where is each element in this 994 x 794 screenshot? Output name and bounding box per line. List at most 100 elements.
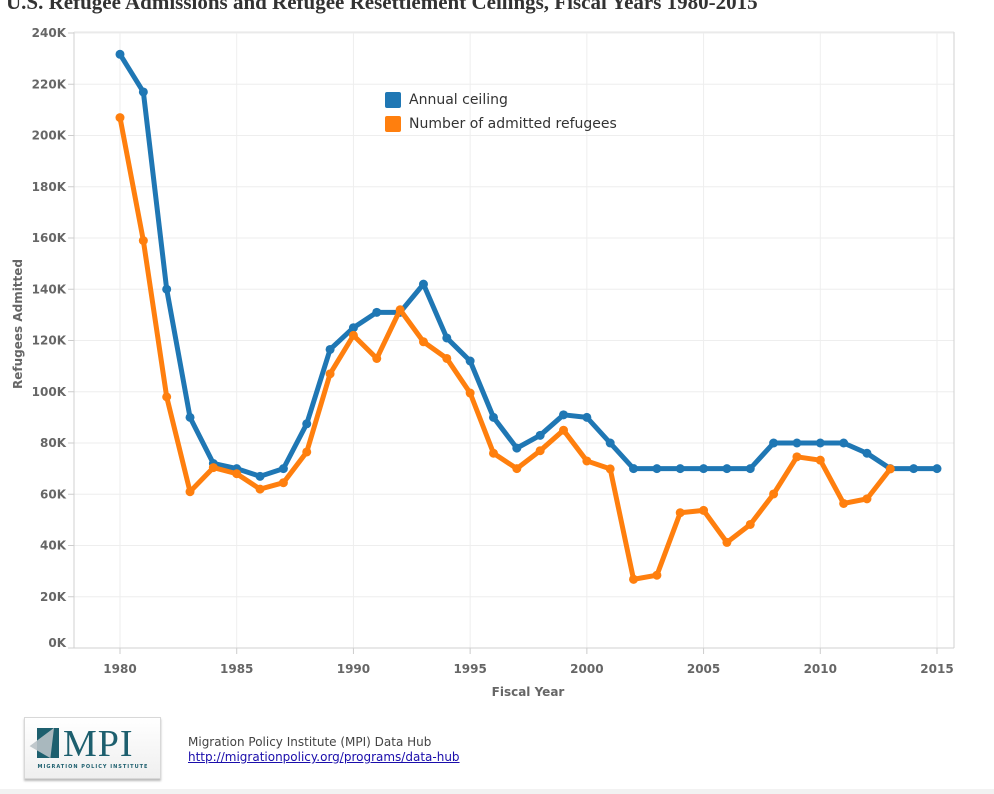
x-tick-label: 2000 [570,662,603,676]
data-point-number-of-admitted-refugees[interactable] [605,464,615,474]
data-point-annual-ceiling[interactable] [559,410,569,420]
y-tick-label: 160K [32,231,67,245]
data-point-number-of-admitted-refugees[interactable] [302,447,312,457]
data-point-number-of-admitted-refugees[interactable] [722,537,732,547]
data-point-number-of-admitted-refugees[interactable] [465,388,475,398]
x-tick-label: 2005 [687,662,720,676]
data-point-annual-ceiling[interactable] [792,438,802,448]
data-point-annual-ceiling[interactable] [769,438,779,448]
data-point-annual-ceiling[interactable] [278,464,288,474]
data-point-annual-ceiling[interactable] [418,279,428,289]
data-point-annual-ceiling[interactable] [465,356,475,366]
y-tick-label: 60K [40,487,67,501]
data-point-annual-ceiling[interactable] [325,344,335,354]
data-point-number-of-admitted-refugees[interactable] [535,446,545,456]
data-point-number-of-admitted-refugees[interactable] [699,505,709,515]
logo-subtitle: MIGRATION POLICY INSTITUTE [37,764,149,770]
data-point-annual-ceiling[interactable] [302,419,312,429]
legend-label: Number of admitted refugees [409,116,617,132]
line-chart: 0K 20K 40K 60K 80K 100K 120K 140K 160K 180K 200K 22… [11,26,955,699]
data-point-number-of-admitted-refugees[interactable] [512,464,522,474]
y-tick-label: 0K [48,636,66,650]
y-tick-label: 200K [32,129,67,143]
data-point-annual-ceiling[interactable] [582,412,592,422]
data-point-annual-ceiling[interactable] [839,438,849,448]
data-point-number-of-admitted-refugees[interactable] [395,305,405,315]
data-point-annual-ceiling[interactable] [442,333,452,343]
data-point-number-of-admitted-refugees[interactable] [442,353,452,363]
y-tick-label: 100K [32,385,67,399]
y-tick-label: 80K [40,436,67,450]
data-point-annual-ceiling[interactable] [115,49,125,59]
x-tick-label: 1995 [453,662,486,676]
data-point-number-of-admitted-refugees[interactable] [745,519,755,529]
data-point-number-of-admitted-refugees[interactable] [418,337,428,347]
data-point-number-of-admitted-refugees[interactable] [675,508,685,518]
data-point-annual-ceiling[interactable] [862,448,872,458]
data-point-annual-ceiling[interactable] [138,87,148,97]
data-point-annual-ceiling[interactable] [372,307,382,317]
data-point-number-of-admitted-refugees[interactable] [278,478,288,488]
y-tick-label: 180K [32,180,67,194]
data-point-number-of-admitted-refugees[interactable] [792,452,802,462]
x-tick-label: 1980 [103,662,136,676]
x-tick-label: 2015 [920,662,953,676]
data-point-number-of-admitted-refugees[interactable] [232,469,242,479]
data-point-number-of-admitted-refugees[interactable] [839,498,849,508]
logo-chevron-icon [29,721,65,759]
data-point-annual-ceiling[interactable] [699,464,709,474]
bottom-divider [0,789,994,794]
logo-square-icon [37,728,59,758]
data-point-number-of-admitted-refugees[interactable] [815,455,825,465]
y-tick-label: 120K [32,334,67,348]
data-point-number-of-admitted-refugees[interactable] [185,487,195,497]
data-point-number-of-admitted-refugees[interactable] [372,353,382,363]
series-line-number-of-admitted-refugees [117,115,893,582]
data-hub-link[interactable]: http://migrationpolicy.org/programs/data… [188,750,460,764]
data-point-number-of-admitted-refugees[interactable] [862,494,872,504]
chart-title: U.S. Refugee Admissions and Refugee Rese… [6,0,758,14]
data-point-annual-ceiling[interactable] [162,284,172,294]
data-point-number-of-admitted-refugees[interactable] [629,574,639,584]
data-point-number-of-admitted-refugees[interactable] [255,484,265,494]
data-point-annual-ceiling[interactable] [348,323,358,333]
x-axis-label: Fiscal Year [492,685,565,699]
data-point-annual-ceiling[interactable] [535,430,545,440]
legend-item-admitted-refugees[interactable]: Number of admitted refugees [385,112,617,136]
data-point-annual-ceiling[interactable] [675,464,685,474]
x-tick-label: 1990 [337,662,370,676]
x-tick-label: 2010 [804,662,837,676]
data-point-annual-ceiling[interactable] [488,412,498,422]
data-point-annual-ceiling[interactable] [909,464,919,474]
y-tick-label: 20K [40,590,67,604]
data-point-annual-ceiling[interactable] [815,438,825,448]
data-point-number-of-admitted-refugees[interactable] [582,456,592,466]
data-point-annual-ceiling[interactable] [932,464,942,474]
data-point-annual-ceiling[interactable] [629,464,639,474]
data-point-number-of-admitted-refugees[interactable] [559,425,569,435]
data-point-annual-ceiling[interactable] [255,471,265,481]
data-point-number-of-admitted-refugees[interactable] [115,113,125,123]
data-point-number-of-admitted-refugees[interactable] [162,392,172,402]
legend-swatch-admitted-refugees [385,116,401,132]
mpi-logo[interactable]: MPI MIGRATION POLICY INSTITUTE [24,717,161,779]
data-point-annual-ceiling[interactable] [185,412,195,422]
data-point-annual-ceiling[interactable] [512,443,522,453]
data-point-number-of-admitted-refugees[interactable] [325,369,335,379]
data-point-annual-ceiling[interactable] [652,464,662,474]
y-tick-label: 240K [32,26,67,40]
legend-item-annual-ceiling[interactable]: Annual ceiling [385,88,617,112]
data-point-number-of-admitted-refugees[interactable] [348,330,358,340]
data-point-number-of-admitted-refugees[interactable] [769,489,779,499]
data-point-number-of-admitted-refugees[interactable] [138,236,148,246]
source-line: Migration Policy Institute (MPI) Data Hu… [188,735,432,749]
data-point-number-of-admitted-refugees[interactable] [208,463,218,473]
logo-text: MPI [63,723,134,765]
data-point-number-of-admitted-refugees[interactable] [488,448,498,458]
data-point-annual-ceiling[interactable] [605,438,615,448]
y-tick-label: 220K [32,77,67,91]
data-point-number-of-admitted-refugees[interactable] [885,464,895,474]
data-point-number-of-admitted-refugees[interactable] [652,570,662,580]
data-point-annual-ceiling[interactable] [722,464,732,474]
data-point-annual-ceiling[interactable] [745,464,755,474]
